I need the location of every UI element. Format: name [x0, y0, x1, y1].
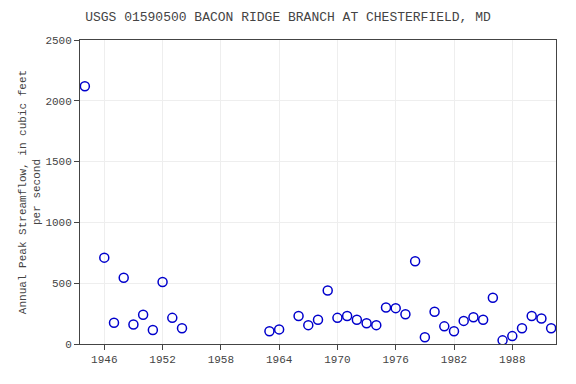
svg-text:1988: 1988: [499, 354, 525, 366]
svg-text:1964: 1964: [266, 354, 293, 366]
svg-text:2000: 2000: [45, 96, 71, 108]
svg-text:2500: 2500: [45, 35, 71, 47]
svg-text:1000: 1000: [45, 217, 71, 229]
svg-text:Annual Peak Streamflow, in cub: Annual Peak Streamflow, in cubic feetper…: [17, 70, 43, 314]
svg-text:0: 0: [65, 339, 72, 351]
svg-text:500: 500: [52, 278, 72, 290]
svg-text:1946: 1946: [91, 354, 117, 366]
svg-text:USGS 01590500 BACON RIDGE BRAN: USGS 01590500 BACON RIDGE BRANCH AT CHES…: [85, 10, 491, 25]
svg-text:1500: 1500: [45, 156, 71, 168]
svg-text:1976: 1976: [383, 354, 409, 366]
svg-text:1970: 1970: [324, 354, 350, 366]
svg-text:1982: 1982: [441, 354, 467, 366]
svg-text:1952: 1952: [149, 354, 175, 366]
svg-text:1958: 1958: [208, 354, 234, 366]
